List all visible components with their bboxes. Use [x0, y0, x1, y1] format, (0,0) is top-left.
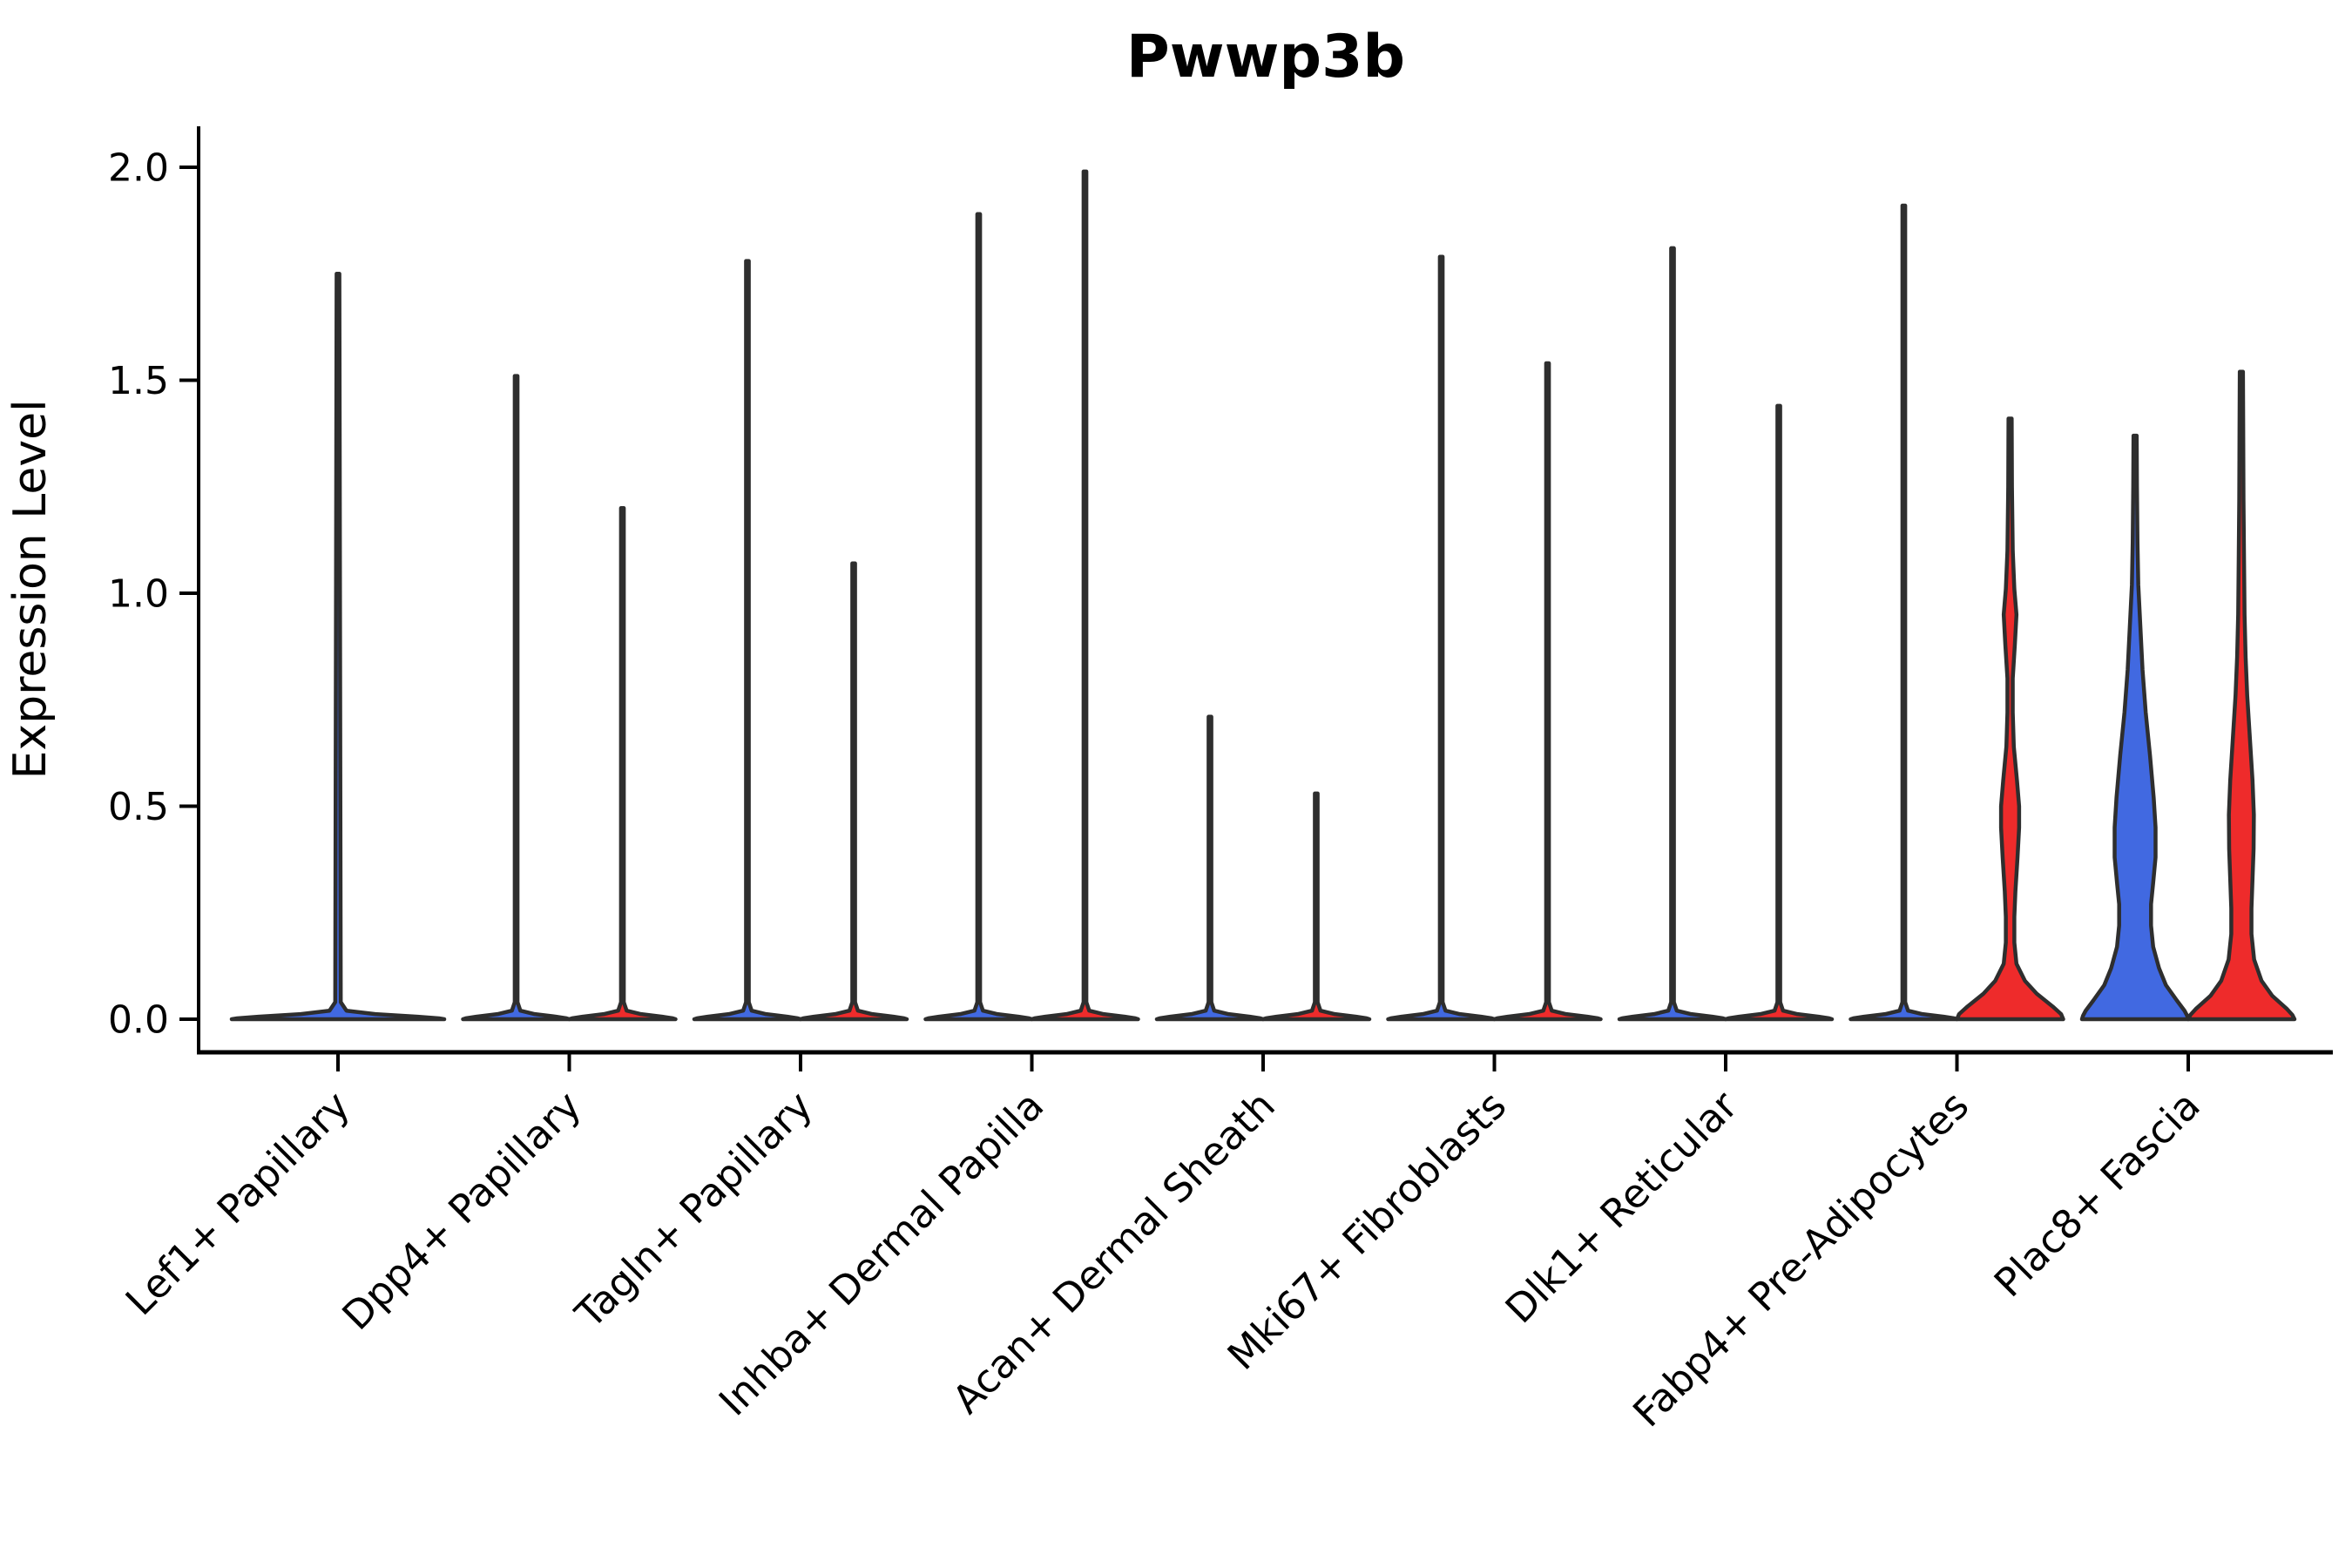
- violin-plac8+-g1: [2079, 433, 2191, 1022]
- violin-mki67+-g2: [1492, 361, 1603, 1022]
- y-tick-label: 2.0: [108, 145, 169, 190]
- violin-inhba+-g2: [1030, 169, 1140, 1022]
- violin-fabp4+-g1: [1848, 203, 1959, 1022]
- violin-fabp4+-g2: [1955, 416, 2065, 1022]
- y-tick-label: 0.5: [108, 785, 169, 829]
- y-tick-label: 1.5: [108, 359, 169, 403]
- y-tick-label: 1.0: [108, 571, 169, 616]
- y-tick-label: 0.0: [108, 997, 169, 1042]
- violin-tagln+-g1: [692, 259, 803, 1022]
- violin-inhba+-g1: [923, 212, 1034, 1022]
- violin-acan+-g2: [1260, 791, 1372, 1022]
- violin-dpp4+-g1: [461, 374, 571, 1022]
- violin-lef1+-g1: [229, 272, 447, 1022]
- violin-acan+-g1: [1154, 714, 1266, 1022]
- y-axis-label: Expression Level: [4, 399, 57, 779]
- violin-tagln+-g2: [798, 561, 909, 1022]
- violin-dpp4+-g2: [567, 505, 678, 1022]
- violin-dlk1+-g2: [1723, 403, 1835, 1022]
- chart-title: Pwwp3b: [1126, 23, 1405, 91]
- violin-mki67+-g1: [1386, 254, 1497, 1022]
- violin-dlk1+-g1: [1617, 246, 1728, 1022]
- violin-plac8+-g2: [2186, 369, 2297, 1022]
